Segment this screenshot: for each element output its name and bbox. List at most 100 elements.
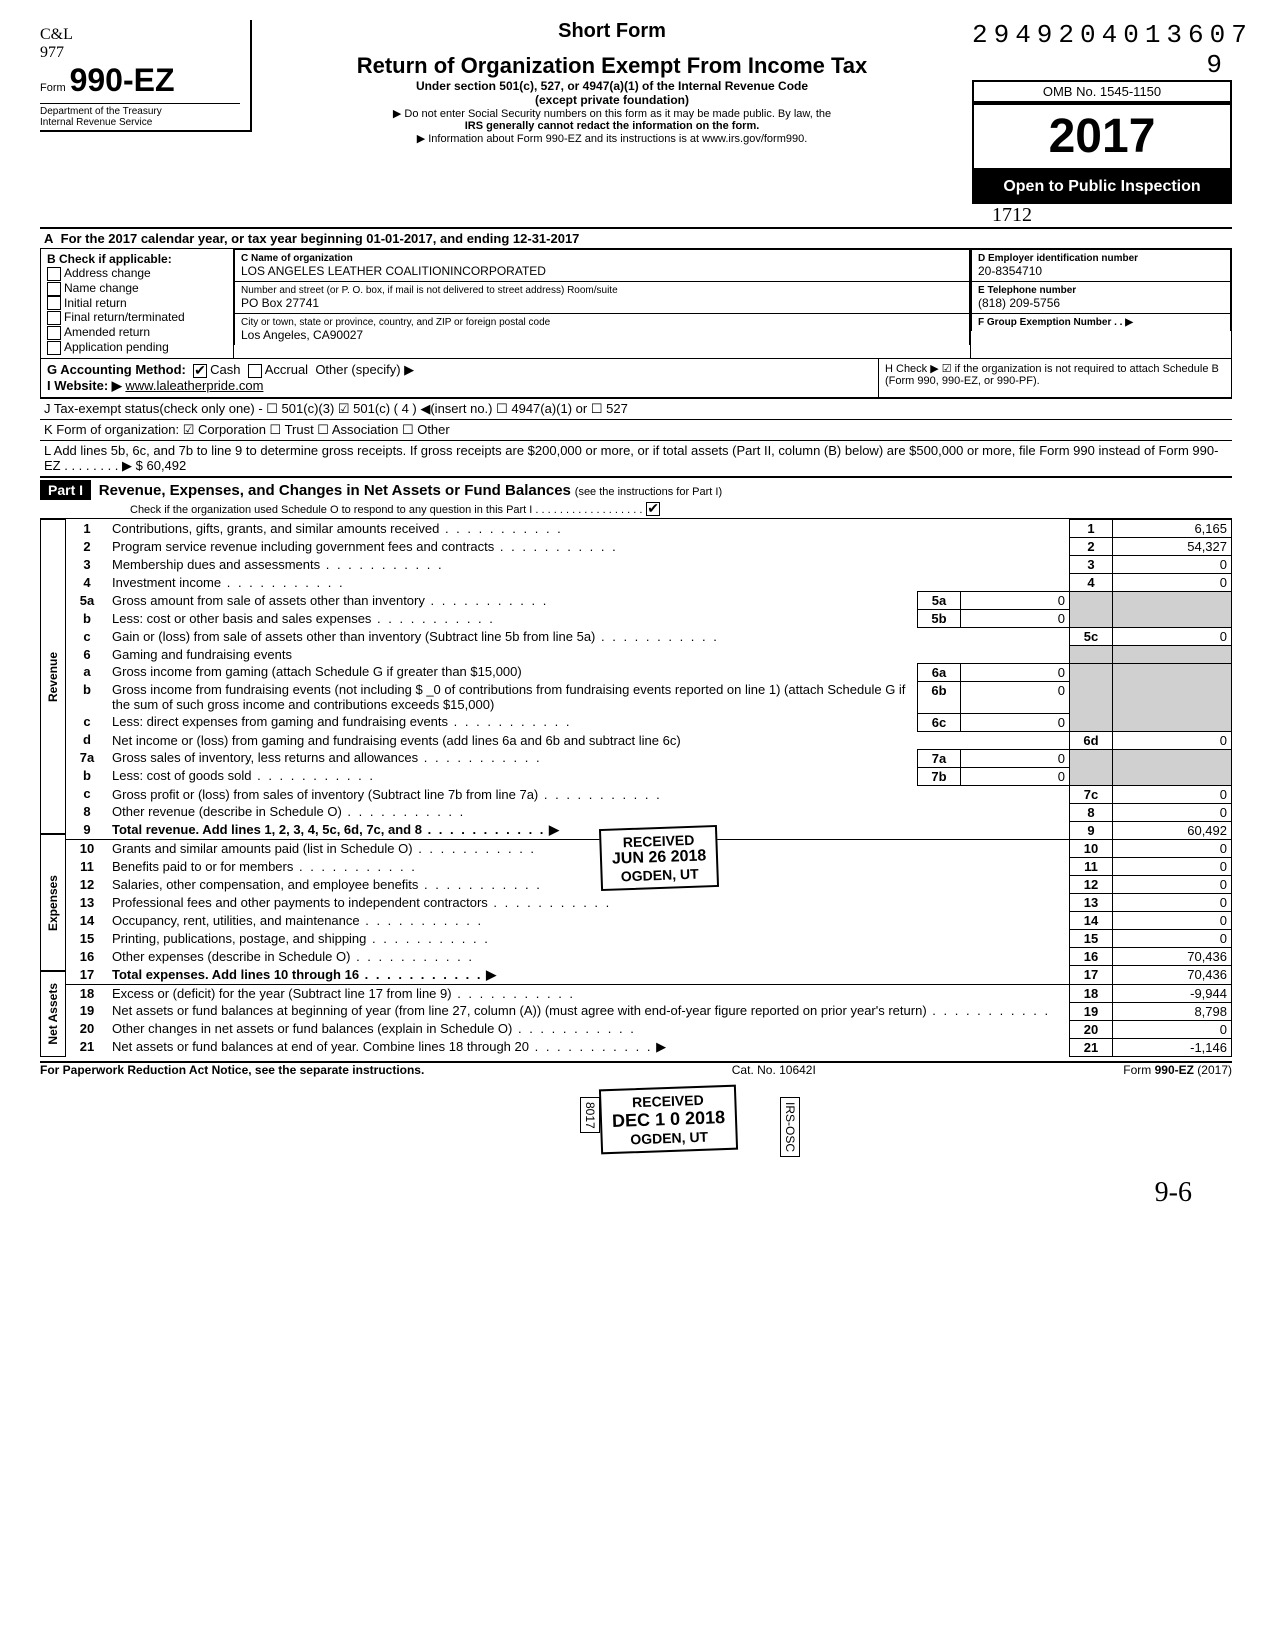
l5a-desc: Gross amount from sale of assets other t… (112, 593, 425, 608)
block-def: D Employer identification number 20-8354… (971, 249, 1231, 358)
l12-val: 0 (1113, 876, 1232, 894)
c-addr: PO Box 27741 (241, 296, 963, 310)
subtitle-1: Under section 501(c), 527, or 4947(a)(1)… (262, 79, 962, 93)
l6c-desc: Less: direct expenses from gaming and fu… (112, 714, 448, 729)
chk-initial-return[interactable] (47, 296, 61, 310)
c-city-label: City or town, state or province, country… (241, 317, 963, 328)
part1-note: (see the instructions for Part I) (575, 486, 722, 498)
l17-desc: Total expenses. Add lines 10 through 16 (112, 967, 359, 982)
b-item-5: Application pending (64, 340, 169, 354)
l7b-desc: Less: cost of goods sold (112, 768, 251, 783)
line-a-text: For the 2017 calendar year, or tax year … (61, 231, 580, 246)
header-grid: B Check if applicable: Address change Na… (40, 248, 1232, 359)
l21-desc: Net assets or fund balances at end of ye… (112, 1039, 529, 1054)
b-item-3: Final return/terminated (64, 310, 185, 324)
chk-name-change[interactable] (47, 282, 61, 296)
l6d-no: d (66, 731, 108, 749)
l9-val: 60,492 (1113, 821, 1232, 840)
s2-date: DEC 1 0 2018 (612, 1107, 726, 1132)
side-expenses: Expenses (46, 875, 60, 931)
l18-box: 18 (1070, 984, 1113, 1002)
part1-check-row: Check if the organization used Schedule … (40, 500, 1232, 516)
l8-no: 8 (66, 803, 108, 821)
l14-val: 0 (1113, 912, 1232, 930)
l15-no: 15 (66, 930, 108, 948)
l2-val: 54,327 (1113, 538, 1232, 556)
d-label: D Employer identification number (978, 253, 1224, 264)
l4-box: 4 (1070, 574, 1113, 592)
line-j: J Tax-exempt status(check only one) - ☐ … (40, 398, 1232, 419)
l7c-desc: Gross profit or (loss) from sales of inv… (112, 787, 538, 802)
chk-part1-schedule-o[interactable] (646, 502, 660, 516)
l13-val: 0 (1113, 894, 1232, 912)
l16-no: 16 (66, 948, 108, 966)
l5c-box: 5c (1070, 628, 1113, 646)
l12-box: 12 (1070, 876, 1113, 894)
right-meta: 2949204013607 9 OMB No. 1545-1150 2017 O… (972, 20, 1232, 227)
chk-application-pending[interactable] (47, 341, 61, 355)
l21-val: -1,146 (1113, 1038, 1232, 1056)
part1-bar: Part I (40, 480, 91, 500)
c-addr-label: Number and street (or P. O. box, if mail… (241, 285, 963, 296)
lines-table: 1 Contributions, gifts, grants, and simi… (66, 519, 1232, 1057)
l12-desc: Salaries, other compensation, and employ… (112, 877, 418, 892)
received-stamp-1: RECEIVED JUN 26 2018 OGDEN, UT (599, 825, 719, 891)
handwritten-9-6: 9-6 (1155, 1177, 1192, 1209)
l4-desc: Investment income (112, 575, 221, 590)
l5a-inner-val: 0 (961, 592, 1070, 610)
l3-desc: Membership dues and assessments (112, 557, 320, 572)
l6-no: 6 (66, 646, 108, 664)
chk-final-return[interactable] (47, 311, 61, 325)
l11-no: 11 (66, 858, 108, 876)
chk-amended-return[interactable] (47, 326, 61, 340)
l21-no: 21 (66, 1038, 108, 1056)
l10-box: 10 (1070, 840, 1113, 858)
l7c-box: 7c (1070, 785, 1113, 803)
l9-box: 9 (1070, 821, 1113, 840)
short-form-title: Short Form (262, 20, 962, 43)
l7c-no: c (66, 785, 108, 803)
l5b-no: b (66, 610, 108, 628)
l6a-inner-no: 6a (918, 663, 961, 681)
chk-address-change[interactable] (47, 267, 61, 281)
i-website: www.laleatherpride.com (125, 378, 263, 393)
l3-no: 3 (66, 556, 108, 574)
l6b-inner-val: 0 (961, 681, 1070, 713)
l8-desc: Other revenue (describe in Schedule O) (112, 804, 342, 819)
l1-box: 1 (1070, 520, 1113, 538)
script-initials: C&L977 (40, 26, 240, 62)
l5c-val: 0 (1113, 628, 1232, 646)
l11-box: 11 (1070, 858, 1113, 876)
l20-box: 20 (1070, 1020, 1113, 1038)
l19-no: 19 (66, 1002, 108, 1020)
footer-pra: For Paperwork Reduction Act Notice, see … (40, 1063, 424, 1077)
l20-no: 20 (66, 1020, 108, 1038)
l6c-no: c (66, 713, 108, 731)
b-label: Check if applicable: (59, 252, 172, 266)
chk-accrual[interactable] (248, 364, 262, 378)
line-l: L Add lines 5b, 6c, and 7b to line 9 to … (40, 440, 1232, 478)
f-label: F Group Exemption Number . . ▶ (978, 317, 1224, 328)
line-k: K Form of organization: ☑ Corporation ☐ … (40, 419, 1232, 440)
l14-desc: Occupancy, rent, utilities, and maintena… (112, 913, 360, 928)
l6a-inner-val: 0 (961, 663, 1070, 681)
side-revenue: Revenue (46, 652, 60, 702)
l9-no: 9 (66, 821, 108, 840)
note-2: IRS generally cannot redact the informat… (262, 120, 962, 132)
l16-box: 16 (1070, 948, 1113, 966)
block-c: C Name of organization LOS ANGELES LEATH… (234, 249, 971, 358)
l13-box: 13 (1070, 894, 1113, 912)
l5b-inner-val: 0 (961, 610, 1070, 628)
form-prefix: Form (40, 82, 66, 94)
l17-val: 70,436 (1113, 966, 1232, 985)
line-a: A For the 2017 calendar year, or tax yea… (40, 227, 1232, 248)
l6b-no: b (66, 681, 108, 713)
chk-cash[interactable] (193, 364, 207, 378)
l-text: L Add lines 5b, 6c, and 7b to line 9 to … (44, 443, 1218, 473)
block-b: B Check if applicable: Address change Na… (41, 249, 234, 358)
l13-no: 13 (66, 894, 108, 912)
i-label: I Website: ▶ (47, 378, 122, 393)
side-netassets: Net Assets (46, 983, 60, 1045)
treasury-dept: Department of the Treasury (40, 106, 240, 117)
l14-box: 14 (1070, 912, 1113, 930)
